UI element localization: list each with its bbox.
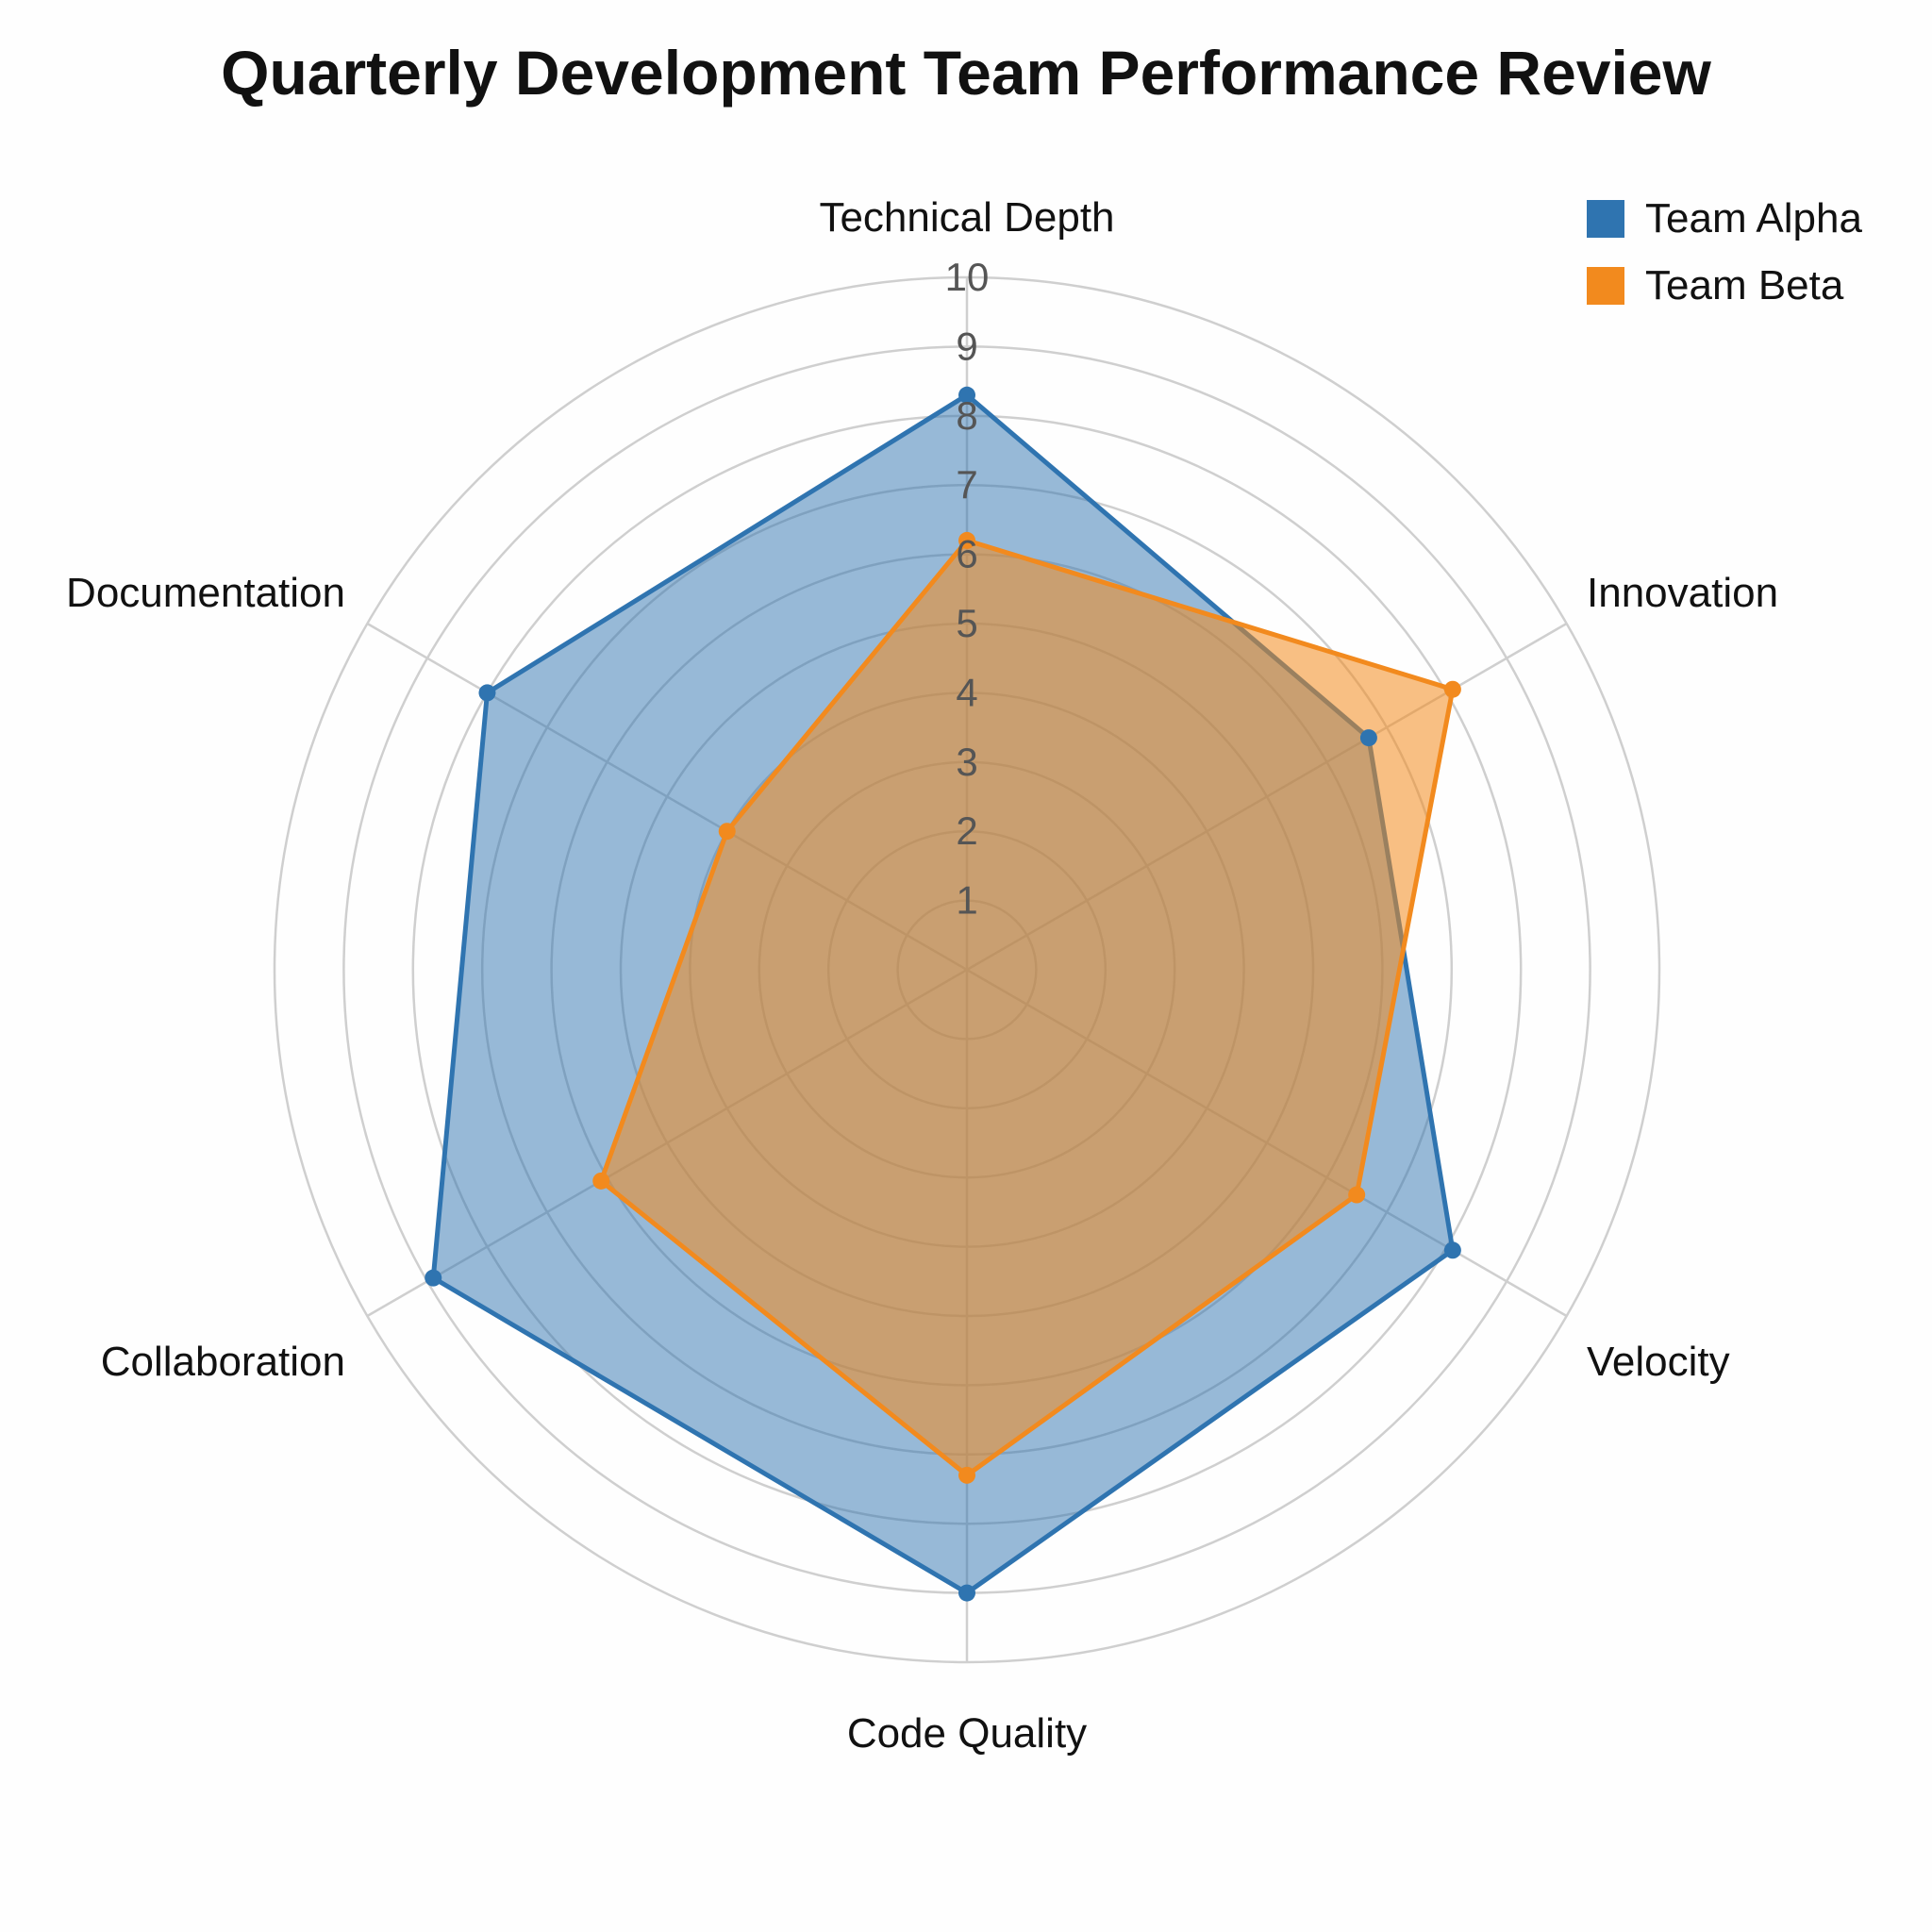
series-layer (425, 386, 1461, 1602)
data-point (1359, 729, 1377, 747)
tick-label: 5 (956, 601, 977, 645)
legend-swatch-alpha (1587, 200, 1624, 238)
axis-label: Velocity (1587, 1339, 1730, 1385)
tick-label: 6 (956, 532, 977, 576)
data-point (1443, 680, 1461, 698)
legend-label-alpha: Team Alpha (1645, 195, 1862, 242)
tick-label: 3 (956, 740, 977, 784)
axis-label: Technical Depth (819, 194, 1114, 241)
data-point (425, 1269, 442, 1287)
data-point (958, 531, 975, 549)
tick-label: 4 (956, 670, 977, 714)
data-point (958, 1584, 975, 1602)
tick-label: 1 (956, 878, 977, 923)
tick-label: 2 (956, 808, 977, 853)
axis-label: Documentation (66, 570, 345, 616)
axis-label: Collaboration (101, 1339, 345, 1385)
data-point (718, 823, 736, 841)
data-point (1348, 1186, 1366, 1204)
tick-label: 8 (956, 393, 977, 438)
data-point (958, 1466, 975, 1484)
tick-labels: 1 2 3 4 5 6 7 8 9 10 (945, 255, 990, 923)
axis-label: Code Quality (847, 1710, 1087, 1757)
legend-swatch-beta (1587, 267, 1624, 305)
axis-label: Innovation (1587, 570, 1778, 616)
data-point (478, 684, 496, 702)
tick-label: 10 (945, 255, 990, 299)
chart-title: Quarterly Development Team Performance R… (221, 38, 1711, 108)
tick-label: 9 (956, 324, 977, 368)
data-point (1443, 1241, 1461, 1259)
data-point (958, 386, 975, 404)
legend: Team Alpha Team Beta (1587, 195, 1862, 308)
axis-labels: Technical Depth Innovation Velocity Code Qu… (66, 194, 1778, 1757)
legend-label-beta: Team Beta (1645, 262, 1844, 308)
data-point (592, 1172, 610, 1190)
tick-label: 7 (956, 462, 977, 507)
